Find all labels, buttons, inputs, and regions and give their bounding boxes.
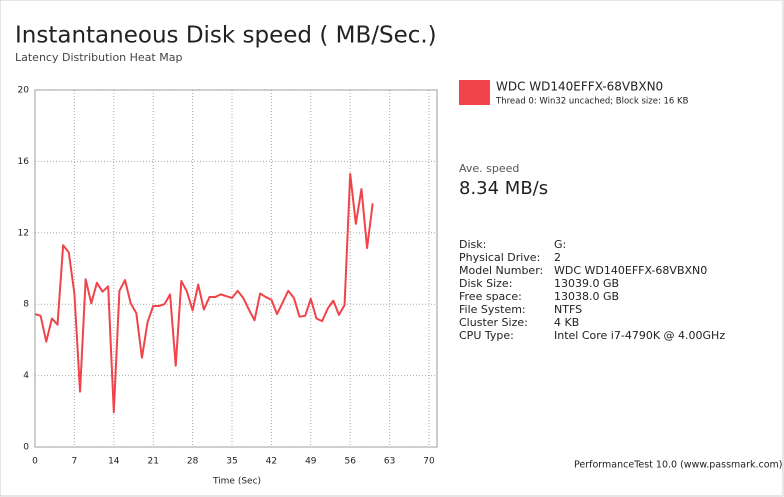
data-line: [34, 172, 374, 414]
y-tick-label: 8: [23, 300, 29, 310]
info-value: Intel Core i7-4790K @ 4.00GHz: [554, 329, 725, 342]
info-label: CPU Type:: [459, 329, 514, 342]
avg-value: 8.34 MB/s: [459, 178, 548, 199]
chart-subtitle: Latency Distribution Heat Map: [15, 51, 182, 64]
info-value: 13038.0 GB: [554, 290, 619, 303]
chart-title: Instantaneous Disk speed ( MB/Sec.): [15, 23, 437, 49]
info-value: G:: [554, 238, 566, 251]
info-label: Model Number:: [459, 264, 543, 277]
x-tick-label: 56: [344, 457, 356, 467]
legend-description: Thread 0: Win32 uncached; Block size: 16…: [495, 97, 689, 107]
x-tick-label: 21: [147, 457, 158, 467]
x-tick-label: 35: [226, 457, 237, 467]
info-value: NTFS: [554, 303, 582, 316]
info-value: WDC WD140EFFX-68VBXN0: [554, 264, 707, 277]
x-tick-label: 28: [187, 457, 199, 467]
footer: PerformanceTest 10.0 (www.passmark.com): [574, 460, 783, 471]
y-tick-label: 20: [18, 86, 30, 96]
info-value: 2: [554, 251, 561, 264]
info-label: Disk Size:: [459, 277, 512, 290]
x-tick-label: 49: [305, 457, 317, 467]
legend-swatch: [459, 80, 490, 105]
x-tick-label: 70: [423, 457, 435, 467]
x-tick-label: 7: [72, 457, 78, 467]
info-value: 4 KB: [554, 316, 579, 329]
info-label: Cluster Size:: [459, 316, 528, 329]
info-label: Free space:: [459, 290, 522, 303]
info-label: Physical Drive:: [459, 251, 540, 264]
y-tick-label: 12: [18, 228, 29, 238]
y-tick-label: 4: [23, 371, 29, 381]
x-tick-label: 63: [384, 457, 395, 467]
info-label: File System:: [459, 303, 526, 316]
x-tick-label: 42: [266, 457, 277, 467]
y-tick-label: 16: [18, 157, 30, 167]
x-axis-label: Time (Sec): [212, 477, 261, 487]
y-tick-label: 0: [23, 443, 29, 453]
info-label: Disk:: [459, 238, 486, 251]
x-tick-label: 0: [32, 457, 38, 467]
info-value: 13039.0 GB: [554, 277, 619, 290]
x-tick-label: 14: [108, 457, 120, 467]
legend-label: WDC WD140EFFX-68VBXN0: [496, 80, 663, 94]
avg-label: Ave. speed: [459, 162, 519, 175]
